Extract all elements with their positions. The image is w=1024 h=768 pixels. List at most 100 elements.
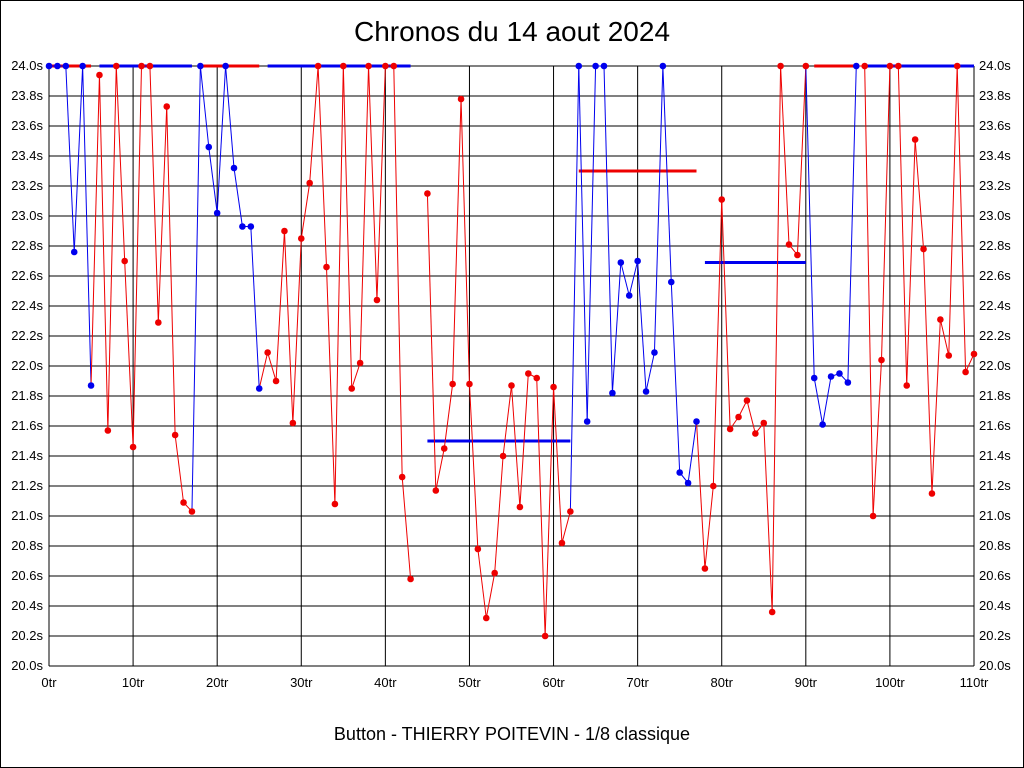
data-point-red: [466, 380, 473, 388]
data-point-red: [432, 487, 440, 494]
series-segment-red: [468, 383, 479, 550]
data-point-red: [920, 245, 927, 253]
chart-footer: Button - THIERRY POITEVIN - 1/8 classiqu…: [333, 724, 691, 744]
data-point-red: [331, 500, 339, 508]
data-point-blue: [634, 257, 641, 265]
data-point-red: [550, 383, 557, 391]
series-segment-red: [157, 106, 168, 323]
data-point-blue: [79, 62, 86, 70]
series-segment-blue: [199, 65, 210, 148]
y-tick-label-left: 23.4s: [11, 148, 43, 163]
series-segment-red: [258, 352, 269, 389]
data-point-red: [937, 316, 944, 323]
data-point-blue: [617, 259, 625, 266]
y-tick-label-left: 20.6s: [11, 568, 43, 583]
x-tick-label: 80tr: [711, 675, 734, 690]
grid: [48, 65, 975, 667]
data-point-red: [953, 62, 961, 70]
y-tick-label-left: 20.8s: [11, 538, 43, 553]
series-segment-red: [923, 248, 933, 494]
data-point-red: [188, 508, 196, 515]
data-point-red: [365, 62, 372, 70]
x-tick-label: 10tr: [122, 675, 145, 690]
data-point-red: [861, 62, 868, 70]
y-tick-label-right: 23.2s: [979, 178, 1011, 193]
series-lines: [49, 65, 975, 637]
data-point-blue: [87, 382, 95, 389]
series-segment-blue: [191, 65, 201, 512]
series-segment-blue: [611, 262, 622, 394]
series-segment-red: [267, 352, 277, 382]
data-point-blue: [609, 389, 616, 397]
series-segment-blue: [216, 65, 227, 214]
y-tick-label-right: 23.8s: [979, 88, 1011, 103]
data-point-red: [726, 425, 734, 433]
series-segment-red: [796, 65, 807, 256]
data-point-blue: [810, 374, 818, 382]
data-point-blue: [45, 62, 53, 70]
data-point-red: [533, 374, 541, 382]
series-segment-blue: [653, 65, 664, 353]
data-point-blue: [852, 62, 860, 70]
y-tick-label-left: 23.0s: [11, 208, 43, 223]
y-tick-label-right: 23.0s: [979, 208, 1011, 223]
y-tick-label-left: 21.0s: [11, 508, 43, 523]
data-point-red: [491, 569, 498, 577]
data-point-red: [777, 62, 784, 70]
data-point-red: [718, 196, 726, 203]
series-segment-red: [309, 65, 319, 184]
data-point-red: [356, 359, 364, 367]
y-tick-label-left: 21.4s: [11, 448, 43, 463]
data-point-red: [541, 632, 549, 640]
y-tick-label-right: 21.2s: [979, 478, 1011, 493]
data-point-red: [398, 473, 406, 481]
data-point-red: [886, 62, 894, 70]
data-point-red: [768, 608, 776, 616]
series-segment-blue: [225, 65, 235, 169]
data-point-blue: [836, 370, 843, 377]
y-tick-label-right: 20.2s: [979, 628, 1011, 643]
data-point-red: [171, 431, 179, 439]
y-tick-label-left: 22.0s: [11, 358, 43, 373]
series-segment-red: [107, 65, 117, 431]
data-point-red: [794, 251, 801, 259]
data-point-red: [104, 427, 112, 434]
series-segment-red: [275, 230, 285, 382]
series-segment-red: [519, 373, 529, 508]
data-point-red: [903, 382, 911, 389]
series-segment-red: [334, 65, 344, 505]
series-segment-blue: [603, 65, 613, 394]
series-segment-blue: [645, 352, 655, 392]
x-tick-label: 40tr: [374, 675, 397, 690]
series-segment-red: [317, 65, 327, 268]
series-segment-red: [300, 182, 311, 239]
series-segment-red: [351, 362, 361, 389]
series-segment-blue: [628, 260, 639, 296]
data-point-red: [701, 565, 709, 572]
y-tick-label-left: 22.4s: [11, 298, 43, 313]
data-point-red: [970, 350, 978, 358]
series-segment-red: [443, 383, 454, 449]
x-tick-label: 100tr: [875, 675, 905, 690]
series-segment-blue: [233, 167, 243, 227]
series-segment-red: [536, 377, 546, 637]
y-tick-label-right: 23.6s: [979, 118, 1011, 133]
data-point-blue: [625, 292, 633, 299]
series-segment-red: [696, 421, 706, 569]
y-tick-label-right: 21.6s: [979, 418, 1011, 433]
series-segment-blue: [73, 65, 84, 253]
y-tick-label-left: 20.4s: [11, 598, 43, 613]
y-tick-label-right: 20.8s: [979, 538, 1011, 553]
data-point-blue: [642, 388, 650, 395]
series-segment-red: [426, 193, 437, 491]
y-tick-label-left: 22.6s: [11, 268, 43, 283]
series-segment-blue: [569, 65, 580, 512]
y-tick-label-right: 24.0s: [979, 58, 1011, 73]
series-segment-red: [368, 65, 378, 301]
data-point-red: [382, 62, 389, 70]
series-segment-red: [780, 65, 790, 245]
series-segment-red: [721, 199, 731, 430]
data-point-red: [962, 368, 969, 376]
data-point-blue: [659, 62, 667, 70]
x-tick-label: 20tr: [206, 675, 229, 690]
